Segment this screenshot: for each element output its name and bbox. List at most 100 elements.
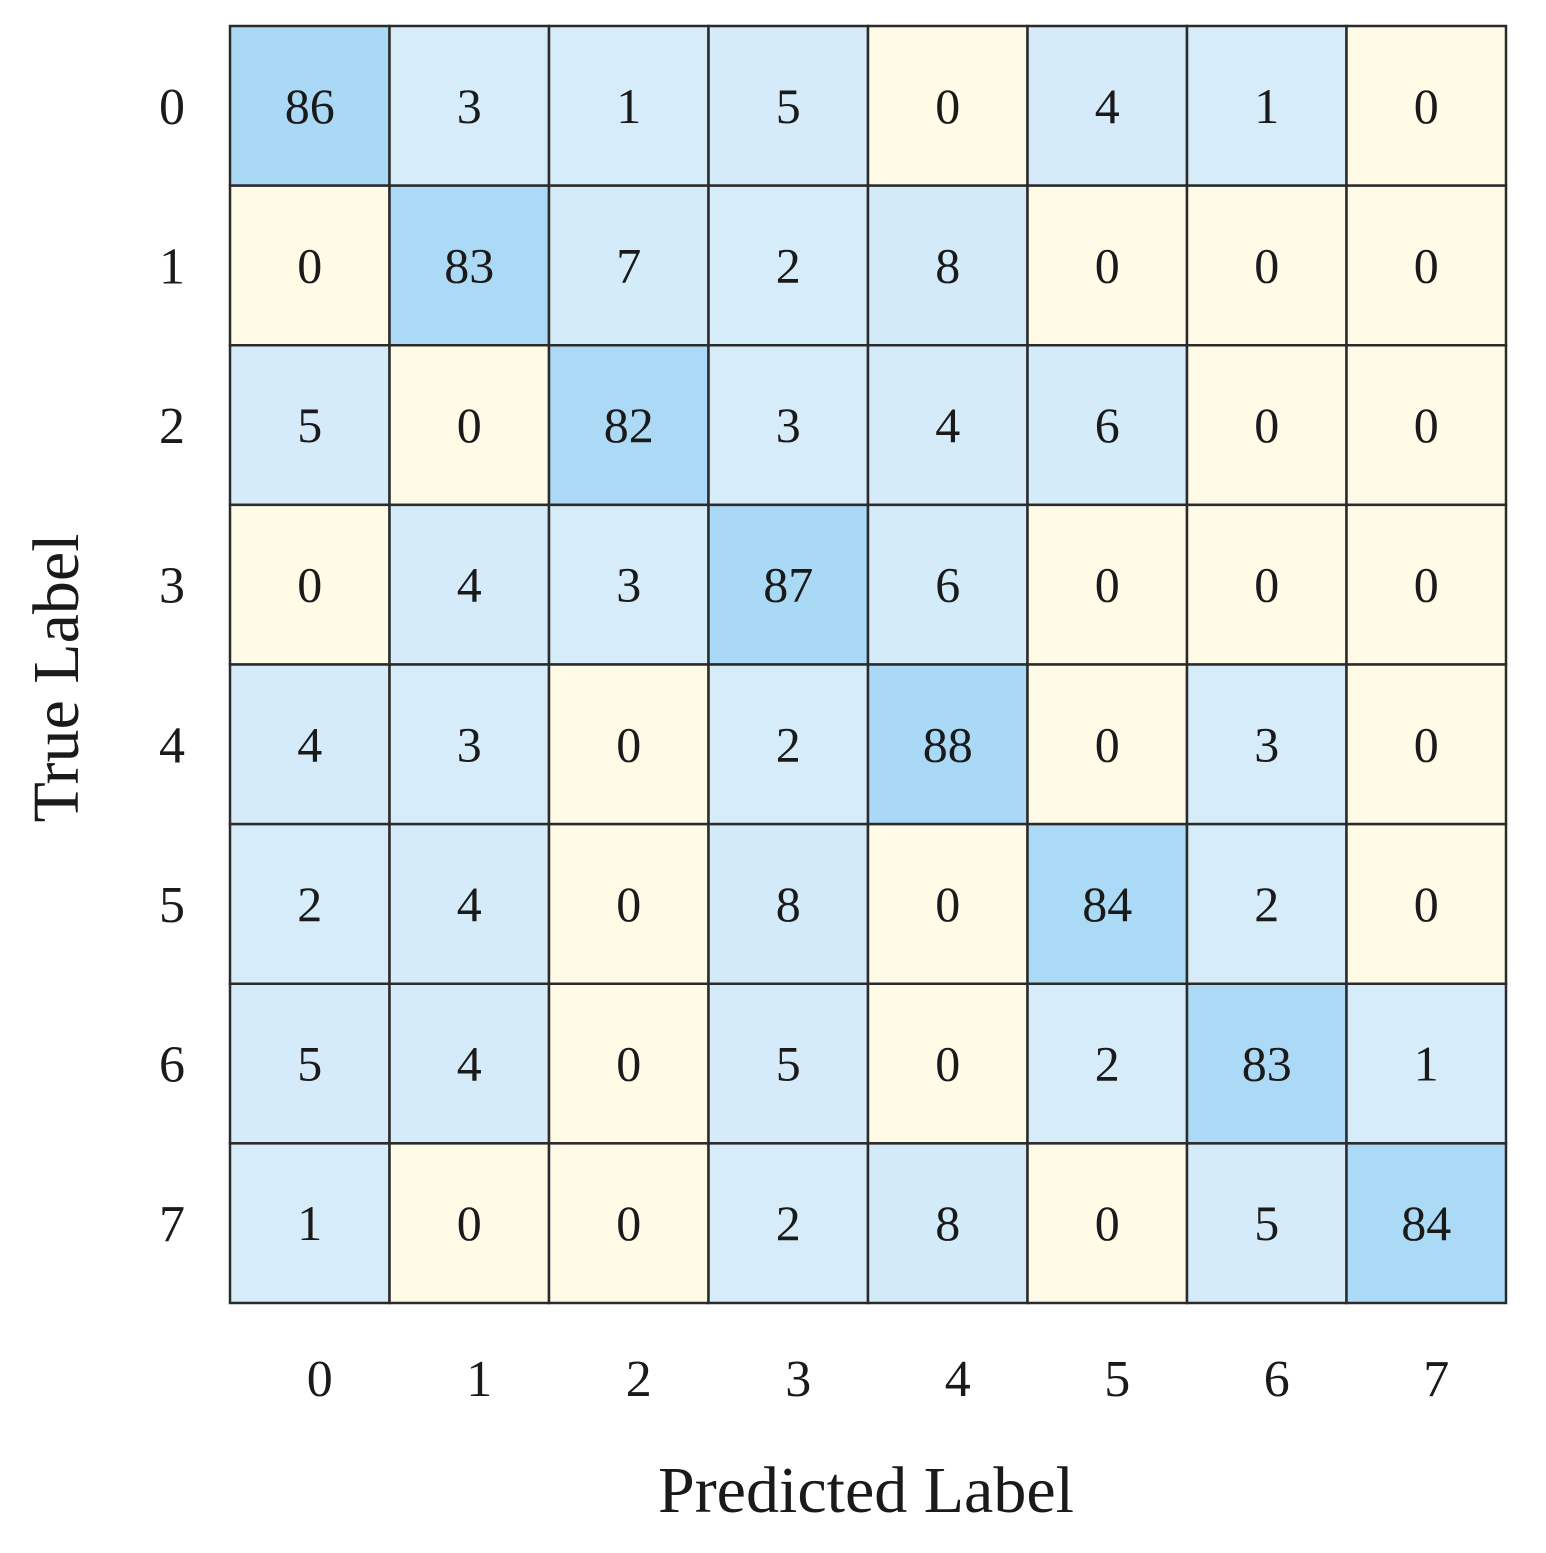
heatmap-cell-7-1 (388, 1142, 551, 1305)
heatmap-cell-1-1 (388, 184, 551, 347)
cell-value-2-6: 0 (1254, 397, 1279, 453)
cell-value-7-6: 5 (1254, 1195, 1279, 1251)
heatmap-cell-5-6 (1185, 822, 1348, 985)
heatmap-cell-5-7 (1345, 822, 1508, 985)
y-tick-label-2: 2 (159, 398, 185, 455)
x-tick-label-3: 3 (785, 1351, 811, 1408)
cell-value-4-7: 0 (1414, 716, 1439, 772)
heatmap-cell-3-6 (1185, 503, 1348, 666)
cell-value-1-6: 0 (1254, 237, 1279, 293)
heatmap-cell-6-0 (228, 982, 391, 1145)
cell-value-1-3: 2 (776, 237, 801, 293)
cell-value-1-2: 7 (616, 237, 641, 293)
cell-value-0-7: 0 (1414, 78, 1439, 134)
x-tick-label-2: 2 (626, 1351, 652, 1408)
heatmap-cell-2-4 (866, 344, 1029, 507)
cell-value-1-0: 0 (297, 237, 322, 293)
cell-value-4-2: 0 (616, 716, 641, 772)
cell-value-2-3: 3 (776, 397, 801, 453)
cell-value-6-2: 0 (616, 1036, 641, 1092)
cell-value-7-1: 0 (457, 1195, 482, 1251)
heatmap-cell-2-2 (547, 344, 710, 507)
heatmap-cell-2-1 (388, 344, 551, 507)
y-axis-title: True Label (20, 533, 93, 822)
cell-value-7-3: 2 (776, 1195, 801, 1251)
heatmap-cell-4-7 (1345, 663, 1508, 826)
cell-value-6-5: 2 (1095, 1036, 1120, 1092)
cell-value-4-5: 0 (1095, 716, 1120, 772)
heatmap-cell-2-0 (228, 344, 391, 507)
heatmap-cell-4-4 (866, 663, 1029, 826)
heatmap-cells (228, 24, 1508, 1305)
cell-value-5-5: 84 (1082, 876, 1132, 932)
cell-value-6-6: 83 (1242, 1036, 1292, 1092)
x-axis-ticks: 0 1 2 3 4 5 6 7 (307, 1351, 1450, 1408)
cell-value-0-3: 5 (776, 78, 801, 134)
cell-value-3-3: 87 (763, 557, 813, 613)
heatmap-cell-4-3 (707, 663, 870, 826)
cell-value-0-1: 3 (457, 78, 482, 134)
cell-value-5-0: 2 (297, 876, 322, 932)
cell-value-5-3: 8 (776, 876, 801, 932)
heatmap-cell-0-5 (1026, 24, 1189, 187)
cell-value-7-0: 1 (297, 1195, 322, 1251)
heatmap-cell-0-0 (228, 24, 391, 187)
cell-value-5-6: 2 (1254, 876, 1279, 932)
heatmap-cell-0-7 (1345, 24, 1508, 187)
x-tick-label-0: 0 (307, 1351, 333, 1408)
cell-value-6-4: 0 (935, 1036, 960, 1092)
y-tick-label-6: 6 (159, 1037, 185, 1094)
heatmap-cell-0-3 (707, 24, 870, 187)
heatmap-cell-0-2 (547, 24, 710, 187)
cell-value-4-0: 4 (297, 716, 322, 772)
cell-value-3-0: 0 (297, 557, 322, 613)
heatmap-cell-6-6 (1185, 982, 1348, 1145)
cell-value-3-5: 0 (1095, 557, 1120, 613)
cell-value-5-4: 0 (935, 876, 960, 932)
y-tick-label-5: 5 (159, 877, 185, 934)
heatmap-cell-3-4 (866, 503, 1029, 666)
heatmap-cell-1-7 (1345, 184, 1508, 347)
heatmap-cell-2-3 (707, 344, 870, 507)
cell-value-2-5: 6 (1095, 397, 1120, 453)
heatmap-cell-4-6 (1185, 663, 1348, 826)
heatmap-cell-3-0 (228, 503, 391, 666)
heatmap-cell-6-2 (547, 982, 710, 1145)
cell-value-7-5: 0 (1095, 1195, 1120, 1251)
heatmap-cell-3-3 (707, 503, 870, 666)
cell-value-0-0: 86 (285, 78, 335, 134)
heatmap-cell-2-5 (1026, 344, 1189, 507)
cell-value-4-6: 3 (1254, 716, 1279, 772)
heatmap-cell-1-5 (1026, 184, 1189, 347)
heatmap-cell-5-5 (1026, 822, 1189, 985)
heatmap-cell-6-1 (388, 982, 551, 1145)
cell-value-6-3: 5 (776, 1036, 801, 1092)
cell-value-3-7: 0 (1414, 557, 1439, 613)
cell-value-5-1: 4 (457, 876, 482, 932)
cell-value-0-2: 1 (616, 78, 641, 134)
cell-value-2-2: 82 (604, 397, 654, 453)
y-tick-label-0: 0 (159, 79, 185, 136)
cell-value-1-5: 0 (1095, 237, 1120, 293)
cell-value-2-7: 0 (1414, 397, 1439, 453)
heatmap-cell-5-2 (547, 822, 710, 985)
cell-value-7-7: 84 (1401, 1195, 1451, 1251)
heatmap-cell-7-2 (547, 1142, 710, 1305)
cell-value-0-5: 4 (1095, 78, 1120, 134)
heatmap-cell-7-4 (866, 1142, 1029, 1305)
cell-value-6-0: 5 (297, 1036, 322, 1092)
cell-value-2-0: 5 (297, 397, 322, 453)
x-tick-label-5: 5 (1104, 1351, 1130, 1408)
cell-value-1-4: 8 (935, 237, 960, 293)
cell-value-0-4: 0 (935, 78, 960, 134)
heatmap-cell-7-7 (1345, 1142, 1508, 1305)
cell-value-3-4: 6 (935, 557, 960, 613)
x-tick-label-1: 1 (466, 1351, 492, 1408)
cell-value-0-6: 1 (1254, 78, 1279, 134)
cell-value-5-2: 0 (616, 876, 641, 932)
heatmap-cell-7-5 (1026, 1142, 1189, 1305)
cell-value-3-1: 4 (457, 557, 482, 613)
y-tick-label-3: 3 (159, 558, 185, 615)
cell-value-7-2: 0 (616, 1195, 641, 1251)
